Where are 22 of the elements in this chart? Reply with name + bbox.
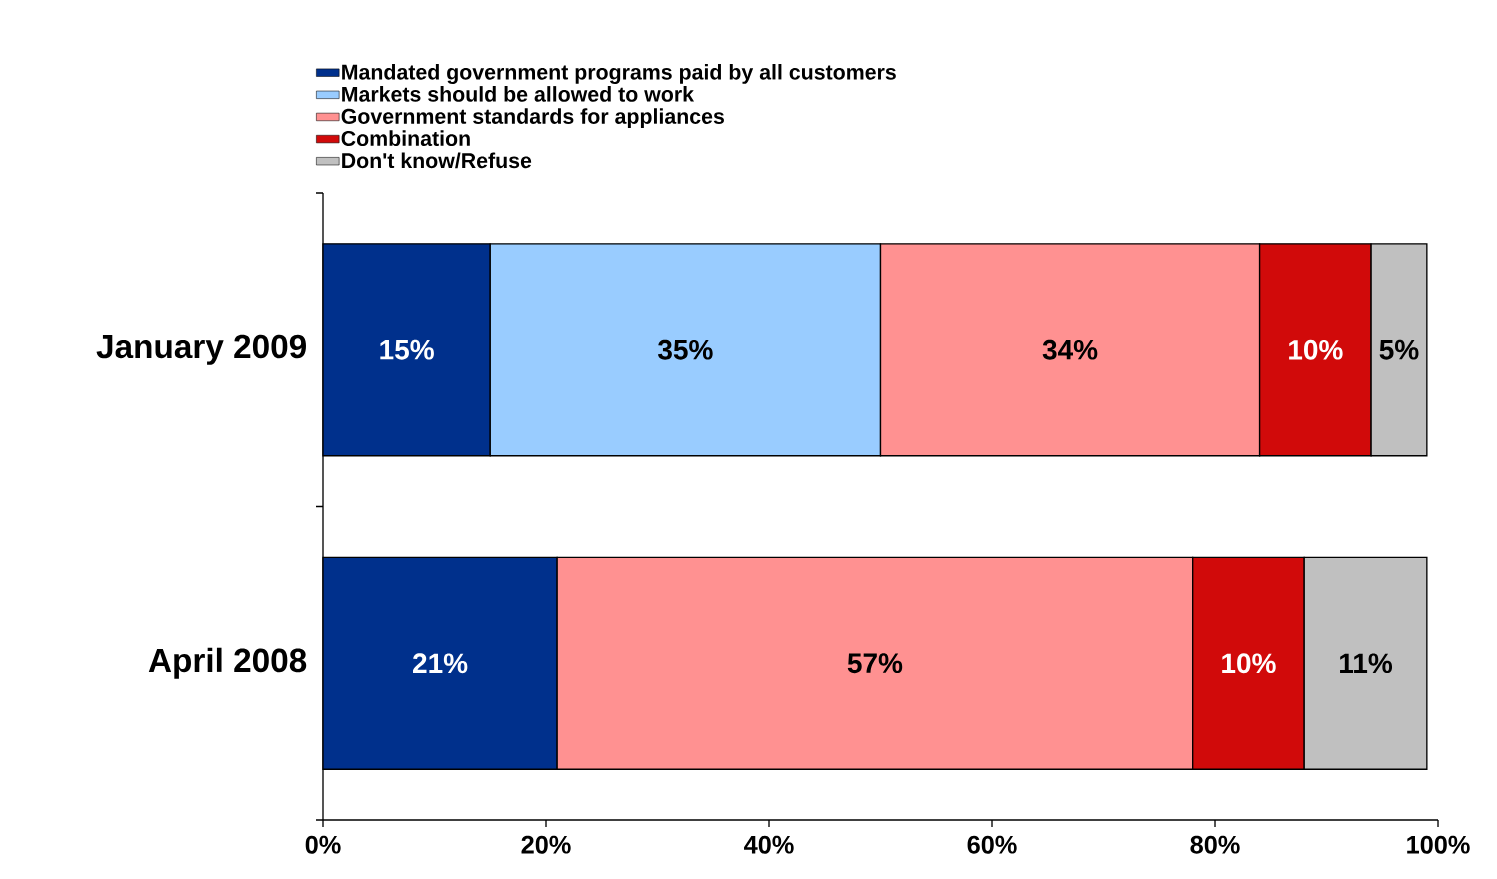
- x-tick-label: 20%: [521, 835, 571, 854]
- legend-label: Don't know/Refuse: [342, 152, 532, 169]
- x-tick-label: 40%: [744, 835, 794, 854]
- data-label: 5%: [1379, 339, 1419, 360]
- data-label: 57%: [847, 653, 903, 674]
- data-label: 10%: [1222, 653, 1276, 674]
- data-label: 15%: [380, 339, 434, 360]
- x-tick-label: 100%: [1407, 835, 1470, 854]
- legend-label: Combination: [341, 130, 470, 147]
- data-label: 34%: [1042, 339, 1098, 360]
- data-label: 35%: [658, 339, 713, 360]
- x-tick-label: 80%: [1190, 835, 1240, 854]
- data-label: 11%: [1340, 653, 1393, 674]
- legend-label: Government standards for appliances: [341, 108, 724, 129]
- y-tick-label: January 2009: [96, 334, 306, 365]
- legend-label: Mandated government programs paid by all customers: [342, 63, 896, 84]
- y-tick-label: April 2008: [148, 647, 307, 679]
- data-label: 10%: [1289, 339, 1343, 360]
- x-tick-label: 60%: [967, 835, 1017, 854]
- legend-label: Markets should be allowed to work: [342, 86, 695, 102]
- x-tick-label: 0%: [305, 835, 341, 854]
- data-label: 21%: [413, 653, 468, 674]
